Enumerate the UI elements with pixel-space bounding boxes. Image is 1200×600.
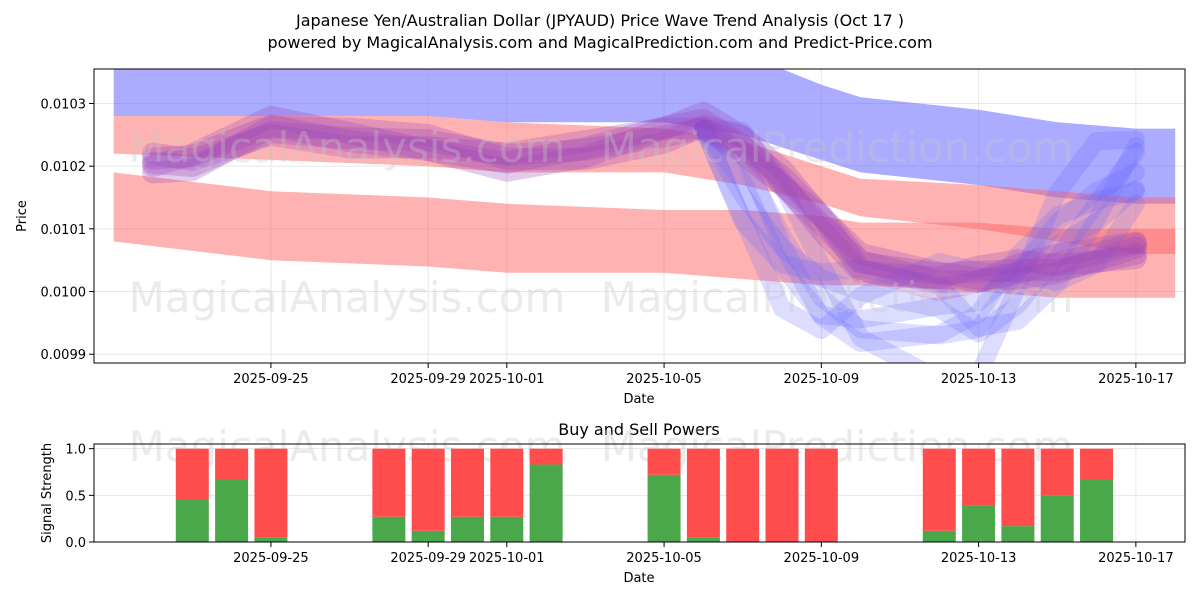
sell-power-bar <box>215 448 249 480</box>
signal-x-tick-label: 2025-10-05 <box>626 551 702 566</box>
price-x-tick-label: 2025-10-13 <box>941 372 1017 387</box>
sell-power-bar <box>647 448 681 475</box>
signal-bars <box>175 448 1114 542</box>
sell-power-bar <box>1080 448 1114 480</box>
buy-power-bar <box>1001 526 1035 542</box>
sell-power-bar <box>254 448 288 538</box>
buy-power-bar <box>922 530 956 542</box>
price-y-tick-label: 0.0102 <box>41 160 87 175</box>
price-bands <box>113 69 1176 363</box>
buy-power-bar <box>254 537 288 542</box>
purple-price-wave <box>142 117 1147 290</box>
sell-power-bar <box>175 448 209 500</box>
signal-y-ticks: 0.0 0.5 1.0 <box>65 443 94 551</box>
sell-power-bar <box>1040 448 1074 496</box>
blue-projection-wave <box>694 119 1145 363</box>
buy-power-bar <box>175 500 209 542</box>
blue-projection-wave <box>694 119 1145 339</box>
purple-price-wave <box>142 114 1147 301</box>
watermark-prediction-mid: MagicalPrediction.com <box>601 273 1074 322</box>
chart-title-line2: powered by MagicalAnalysis.com and Magic… <box>267 33 932 52</box>
purple-price-wave <box>142 109 1147 285</box>
price-x-tick-label: 2025-10-05 <box>626 372 702 387</box>
price-x-ticks: 2025-09-25 2025-09-29 2025-10-01 2025-10-05… <box>233 363 1174 387</box>
price-x-tick-label: 2025-10-17 <box>1098 372 1174 387</box>
blue-projection-wave <box>694 119 1145 337</box>
buy-power-bar <box>490 516 524 542</box>
signal-y-tick-label: 0.0 <box>65 536 86 551</box>
buy-power-bar <box>450 516 484 542</box>
buy-power-bar <box>1040 495 1074 542</box>
watermark-analysis-top: MagicalAnalysis.com <box>129 123 566 172</box>
buy-power-bar <box>1080 479 1114 542</box>
signal-x-tick-label: 2025-10-01 <box>469 551 545 566</box>
signal-x-tick-label: 2025-09-25 <box>233 551 309 566</box>
sell-power-bar <box>411 448 445 531</box>
buy-power-bar <box>529 464 563 542</box>
buy-power-bar <box>962 505 996 542</box>
price-x-tick-label: 2025-10-01 <box>469 372 545 387</box>
sell-power-bar <box>1001 448 1035 527</box>
upper-red-band <box>113 116 1176 254</box>
blue-band <box>113 69 1176 204</box>
blue-projection-wave <box>694 119 1145 345</box>
signal-y-tick-label: 0.5 <box>65 489 86 504</box>
sell-power-bar <box>490 448 524 517</box>
price-chart-frame <box>93 68 1186 364</box>
sell-power-bar <box>726 448 760 542</box>
price-y-tick-label: 0.0100 <box>41 286 87 301</box>
signal-chart-frame <box>93 443 1186 543</box>
watermark-prediction-top: MagicalPrediction.com <box>601 123 1074 172</box>
sell-power-bar <box>804 448 838 542</box>
purple-price-wave <box>142 101 1147 289</box>
buy-sell-power-chart: Buy and Sell Powers MagicalAnalysis.com … <box>40 420 1186 586</box>
buy-sell-chart-title: Buy and Sell Powers <box>558 420 720 439</box>
signal-x-tick-label: 2025-10-17 <box>1098 551 1174 566</box>
price-x-axis-label: Date <box>623 392 654 407</box>
signal-y-tick-label: 1.0 <box>65 443 86 458</box>
watermark-analysis-mid: MagicalAnalysis.com <box>129 273 566 322</box>
signal-x-axis-label: Date <box>623 571 654 586</box>
signal-x-ticks: 2025-09-25 2025-09-29 2025-10-01 2025-10-05… <box>233 542 1174 566</box>
blue-projection-wave <box>694 119 1145 329</box>
buy-power-bar <box>411 530 445 542</box>
price-y-tick-label: 0.0099 <box>41 348 87 363</box>
sell-power-bar <box>372 448 406 517</box>
sell-power-bar <box>962 448 996 506</box>
sell-power-bar <box>529 448 563 465</box>
price-x-tick-label: 2025-09-25 <box>233 372 309 387</box>
signal-x-tick-label: 2025-10-13 <box>941 551 1017 566</box>
price-x-tick-label: 2025-09-29 <box>390 372 466 387</box>
blue-projection-wave <box>694 119 1145 343</box>
sell-power-bar <box>765 448 799 542</box>
sell-power-bar <box>686 448 720 538</box>
price-y-tick-label: 0.0101 <box>41 223 87 238</box>
buy-power-bar <box>372 516 406 542</box>
signal-x-tick-label: 2025-09-29 <box>390 551 466 566</box>
sell-power-bar <box>922 448 956 531</box>
buy-power-bar <box>686 537 720 542</box>
signal-y-axis-label: Signal Strength <box>40 443 55 543</box>
buy-power-bar <box>647 474 681 542</box>
chart-title-line1: Japanese Yen/Australian Dollar (JPYAUD) … <box>295 11 904 30</box>
blue-projection-wave <box>694 119 1145 352</box>
price-y-tick-label: 0.0103 <box>41 97 87 112</box>
price-y-ticks: 0.0099 0.0100 0.0101 0.0102 0.0103 <box>41 97 94 363</box>
lower-red-band <box>113 172 1176 298</box>
price-wave-chart: MagicalAnalysis.com MagicalPrediction.co… <box>15 68 1186 407</box>
sell-power-bar <box>450 448 484 517</box>
price-x-tick-label: 2025-10-09 <box>784 372 860 387</box>
purple-price-wave <box>142 117 1147 293</box>
price-y-axis-label: Price <box>15 200 30 232</box>
signal-x-tick-label: 2025-10-09 <box>784 551 860 566</box>
buy-power-bar <box>215 479 249 542</box>
